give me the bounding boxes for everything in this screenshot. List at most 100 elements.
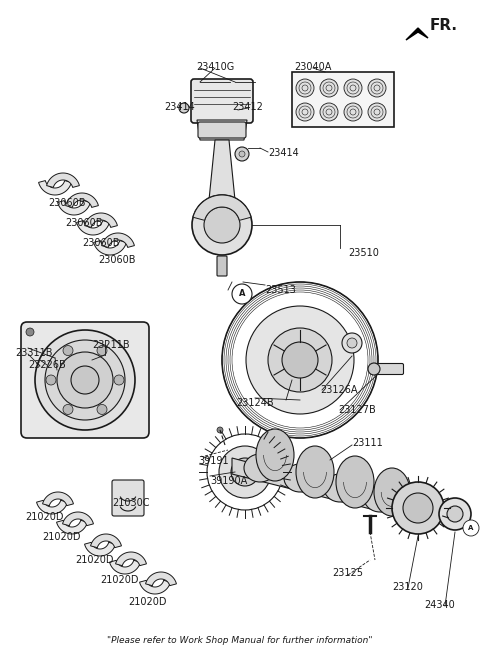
Circle shape: [347, 338, 357, 348]
Polygon shape: [84, 542, 116, 556]
FancyBboxPatch shape: [217, 256, 227, 276]
Text: 23124B: 23124B: [236, 398, 274, 408]
Circle shape: [26, 328, 34, 336]
Circle shape: [246, 306, 354, 414]
Text: 23060B: 23060B: [48, 198, 85, 208]
Polygon shape: [43, 492, 73, 506]
Circle shape: [447, 506, 463, 522]
Circle shape: [217, 427, 223, 433]
Text: FR.: FR.: [430, 18, 458, 33]
Circle shape: [368, 79, 386, 97]
Text: 23127B: 23127B: [338, 405, 376, 415]
Polygon shape: [116, 552, 146, 566]
Circle shape: [368, 363, 380, 375]
Polygon shape: [109, 560, 141, 574]
Polygon shape: [145, 572, 177, 585]
Circle shape: [63, 405, 73, 415]
Circle shape: [35, 330, 135, 430]
Text: 39191: 39191: [198, 456, 228, 466]
Circle shape: [231, 458, 259, 486]
Circle shape: [403, 493, 433, 523]
Text: 23513: 23513: [265, 285, 296, 295]
Text: 23211B: 23211B: [92, 340, 130, 350]
Polygon shape: [94, 240, 126, 255]
Text: A: A: [468, 525, 474, 531]
Polygon shape: [102, 233, 134, 248]
Text: 23414: 23414: [268, 148, 299, 158]
Polygon shape: [57, 520, 87, 534]
Text: 23060B: 23060B: [98, 255, 135, 265]
Polygon shape: [84, 213, 118, 227]
Circle shape: [439, 498, 471, 530]
Circle shape: [463, 520, 479, 536]
Text: 23060B: 23060B: [82, 238, 120, 248]
Circle shape: [204, 207, 240, 243]
FancyBboxPatch shape: [21, 322, 149, 438]
Polygon shape: [47, 173, 79, 187]
FancyBboxPatch shape: [191, 79, 253, 123]
Circle shape: [392, 482, 444, 534]
Circle shape: [179, 103, 189, 113]
Circle shape: [344, 79, 362, 97]
Text: 21030C: 21030C: [112, 498, 149, 508]
Circle shape: [296, 79, 314, 97]
Circle shape: [219, 446, 271, 498]
Text: 23510: 23510: [348, 248, 379, 258]
Circle shape: [342, 333, 362, 353]
Polygon shape: [36, 501, 68, 514]
Text: 23414: 23414: [165, 102, 195, 112]
Circle shape: [114, 375, 124, 385]
Ellipse shape: [336, 456, 374, 508]
Ellipse shape: [256, 429, 294, 481]
Polygon shape: [38, 181, 72, 195]
Circle shape: [97, 346, 107, 355]
Polygon shape: [91, 534, 121, 548]
Circle shape: [368, 103, 386, 121]
Polygon shape: [58, 200, 90, 215]
Circle shape: [45, 340, 125, 420]
Text: 23120: 23120: [393, 582, 423, 592]
FancyBboxPatch shape: [372, 363, 404, 374]
Ellipse shape: [244, 454, 276, 482]
Text: 23111: 23111: [352, 438, 383, 448]
Circle shape: [268, 328, 332, 392]
Polygon shape: [406, 28, 428, 40]
Polygon shape: [62, 512, 94, 526]
Text: 24340: 24340: [425, 600, 456, 610]
Text: "Please refer to Work Shop Manual for further information": "Please refer to Work Shop Manual for fu…: [107, 636, 373, 645]
Circle shape: [192, 195, 252, 255]
Text: 23060B: 23060B: [65, 218, 103, 228]
Text: 23410G: 23410G: [196, 62, 234, 72]
Text: 23226B: 23226B: [28, 360, 66, 370]
Polygon shape: [208, 140, 236, 210]
Text: 23125: 23125: [333, 568, 363, 578]
Circle shape: [46, 375, 56, 385]
Text: 39190A: 39190A: [210, 476, 247, 486]
Circle shape: [239, 151, 245, 157]
Text: A: A: [239, 290, 245, 298]
Text: 21020D: 21020D: [128, 597, 167, 607]
Circle shape: [235, 147, 249, 161]
Text: 23412: 23412: [233, 102, 264, 112]
Polygon shape: [66, 193, 98, 208]
FancyBboxPatch shape: [198, 122, 246, 138]
Text: 23126A: 23126A: [320, 385, 358, 395]
Ellipse shape: [364, 484, 396, 512]
Ellipse shape: [324, 474, 356, 502]
Ellipse shape: [401, 494, 429, 518]
Circle shape: [282, 342, 318, 378]
Bar: [292, 72, 394, 127]
Ellipse shape: [296, 446, 334, 498]
Text: 21020D: 21020D: [100, 575, 139, 585]
Circle shape: [97, 405, 107, 415]
Ellipse shape: [284, 464, 316, 492]
Polygon shape: [197, 120, 247, 140]
Circle shape: [320, 79, 338, 97]
Circle shape: [232, 284, 252, 304]
Text: 21020D: 21020D: [42, 532, 81, 542]
Polygon shape: [140, 580, 170, 594]
Circle shape: [296, 103, 314, 121]
FancyBboxPatch shape: [112, 480, 144, 516]
Text: 23040A: 23040A: [294, 62, 332, 72]
Polygon shape: [193, 195, 251, 220]
